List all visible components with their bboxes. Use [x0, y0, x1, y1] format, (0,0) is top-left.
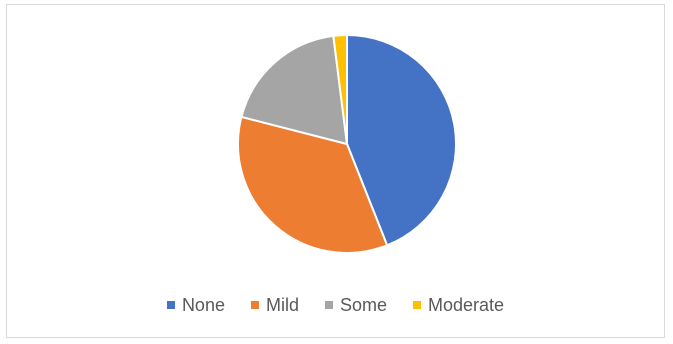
- legend-entry-none: None: [166, 295, 225, 315]
- legend-entry-moderate: Moderate: [413, 296, 504, 314]
- legend-label-mild: Mild: [265, 295, 299, 315]
- legend: None Mild Some Moderate: [7, 293, 664, 317]
- legend-label-some: Some: [339, 295, 388, 315]
- legend-swatch-mild: [250, 301, 259, 309]
- pie-slice-mild: [237, 115, 389, 254]
- pie-slice-some: [240, 34, 348, 145]
- legend-entry-mild: Mild: [250, 295, 299, 315]
- legend-swatch-moderate: [413, 301, 422, 309]
- chart-area: None Mild Some Moderate: [6, 4, 665, 338]
- pie-slice-none: [346, 34, 458, 247]
- pie-slices: [237, 34, 458, 254]
- legend-label-none: None: [181, 295, 225, 315]
- legend-swatch-some: [324, 301, 333, 309]
- pie-chart: [237, 34, 458, 254]
- legend-label-moderate: Moderate: [428, 295, 505, 315]
- pie-slice-moderate: [332, 34, 348, 145]
- legend-entry-some: Some: [324, 295, 388, 315]
- legend-swatch-none: [166, 301, 175, 309]
